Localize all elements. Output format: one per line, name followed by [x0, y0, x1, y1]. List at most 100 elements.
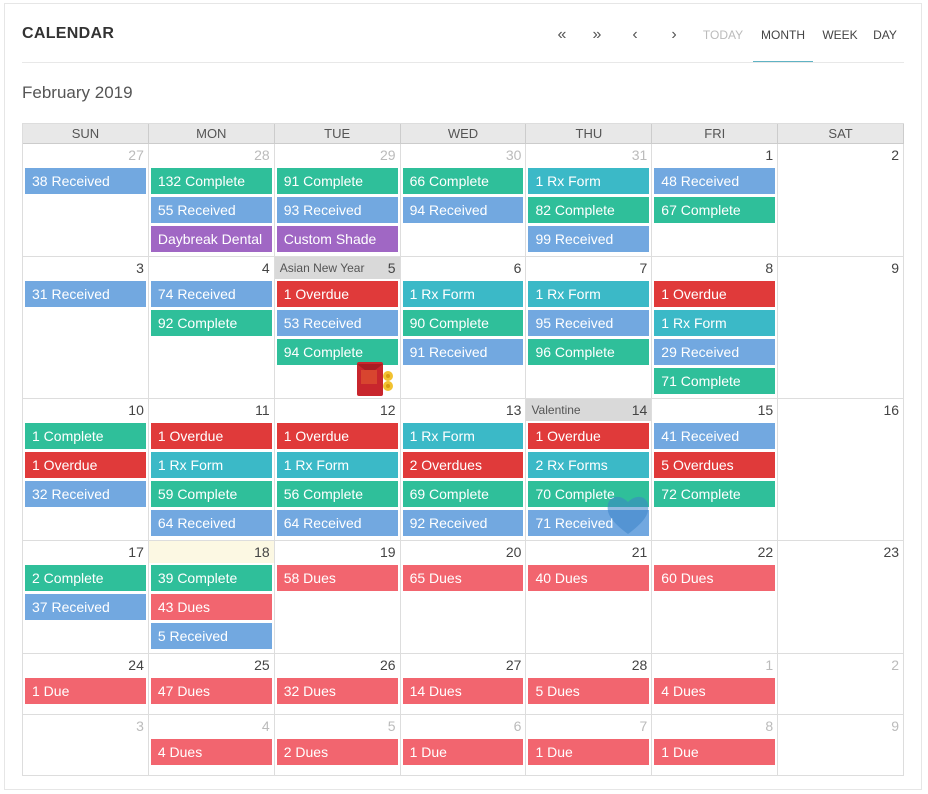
- day-number[interactable]: 31: [631, 147, 648, 163]
- calendar-event[interactable]: 66 Complete: [402, 168, 524, 194]
- day-cell[interactable]: 20 65 Dues: [400, 541, 527, 654]
- calendar-event[interactable]: 71 Complete: [654, 368, 776, 394]
- calendar-event[interactable]: 5 Received: [150, 623, 272, 649]
- calendar-event[interactable]: 1 Rx Form: [276, 452, 398, 478]
- calendar-event[interactable]: 1 Due: [528, 739, 650, 765]
- calendar-event[interactable]: 72 Complete: [654, 481, 776, 507]
- calendar-event[interactable]: 32 Received: [25, 481, 146, 507]
- day-number[interactable]: 27: [505, 657, 522, 673]
- day-cell[interactable]: 4 4 Dues: [148, 715, 275, 776]
- day-cell[interactable]: 5 2 Dues: [274, 715, 401, 776]
- day-cell[interactable]: 28 5 Dues: [526, 654, 653, 715]
- calendar-event[interactable]: 71 Received: [528, 510, 650, 536]
- calendar-event[interactable]: 32 Dues: [276, 678, 398, 704]
- day-number[interactable]: 9: [891, 260, 900, 276]
- day-cell[interactable]: 9: [778, 715, 905, 776]
- day-cell[interactable]: 1 4 Dues: [652, 654, 779, 715]
- calendar-event[interactable]: 2 Rx Forms: [528, 452, 650, 478]
- day-cell[interactable]: 3: [23, 715, 149, 776]
- today-button[interactable]: TODAY: [702, 28, 744, 42]
- calendar-event[interactable]: 1 Complete: [25, 423, 146, 449]
- calendar-event[interactable]: 1 Overdue: [528, 423, 650, 449]
- day-cell[interactable]: 25 47 Dues: [148, 654, 275, 715]
- calendar-event[interactable]: 132 Complete: [150, 168, 272, 194]
- day-number[interactable]: 7: [639, 260, 648, 276]
- calendar-event[interactable]: 1 Overdue: [150, 423, 272, 449]
- day-cell[interactable]: 2: [778, 654, 905, 715]
- calendar-event[interactable]: 64 Received: [150, 510, 272, 536]
- day-number[interactable]: 17: [128, 544, 144, 560]
- day-number[interactable]: 5: [387, 260, 396, 276]
- day-number[interactable]: 27: [128, 147, 144, 163]
- day-number[interactable]: 9: [891, 718, 900, 734]
- calendar-event[interactable]: 56 Complete: [276, 481, 398, 507]
- calendar-event[interactable]: 4 Dues: [654, 678, 776, 704]
- calendar-event[interactable]: 94 Received: [402, 197, 524, 223]
- day-number[interactable]: 5: [387, 718, 396, 734]
- day-number[interactable]: 2: [891, 147, 900, 163]
- day-cell[interactable]: 8 1 Due: [652, 715, 779, 776]
- calendar-event[interactable]: 14 Dues: [402, 678, 524, 704]
- calendar-event[interactable]: 2 Complete: [25, 565, 146, 591]
- day-cell[interactable]: 6 1 Due: [400, 715, 527, 776]
- tab-week[interactable]: WEEK: [822, 28, 858, 42]
- calendar-event[interactable]: 53 Received: [276, 310, 398, 336]
- day-number[interactable]: 24: [128, 657, 144, 673]
- calendar-event[interactable]: 92 Received: [402, 510, 524, 536]
- calendar-event[interactable]: 1 Overdue: [276, 281, 398, 307]
- day-cell[interactable]: 7 1 Due: [526, 715, 653, 776]
- day-number[interactable]: 10: [128, 402, 144, 418]
- day-number[interactable]: 3: [136, 718, 144, 734]
- day-cell[interactable]: Valentine 14 1 Overdue 2 Rx Forms 70 Complet…: [526, 399, 653, 541]
- day-number[interactable]: 1: [765, 147, 774, 163]
- calendar-event[interactable]: 96 Complete: [528, 339, 650, 365]
- calendar-event[interactable]: 1 Rx Form: [150, 452, 272, 478]
- day-cell[interactable]: 1 48 Received 67 Complete: [652, 144, 779, 257]
- day-cell[interactable]: 22 60 Dues: [652, 541, 779, 654]
- day-cell[interactable]: 3 31 Received: [23, 257, 149, 399]
- calendar-event[interactable]: 1 Due: [654, 739, 776, 765]
- calendar-event[interactable]: 91 Received: [402, 339, 524, 365]
- day-number[interactable]: 14: [631, 402, 648, 418]
- day-number[interactable]: 3: [136, 260, 144, 276]
- day-cell[interactable]: 2: [778, 144, 905, 257]
- calendar-event[interactable]: 2 Overdues: [402, 452, 524, 478]
- day-number[interactable]: 11: [255, 402, 270, 418]
- day-cell[interactable]: 16: [778, 399, 905, 541]
- prev-year-button[interactable]: «: [557, 26, 567, 43]
- day-cell[interactable]: 21 40 Dues: [526, 541, 653, 654]
- day-number[interactable]: 30: [505, 147, 522, 163]
- calendar-event[interactable]: 1 Due: [25, 678, 146, 704]
- day-number[interactable]: 29: [380, 147, 396, 163]
- calendar-event[interactable]: 1 Rx Form: [528, 168, 650, 194]
- day-number[interactable]: 21: [631, 544, 648, 560]
- day-cell[interactable]: 6 1 Rx Form 90 Complete 91 Received: [400, 257, 527, 399]
- calendar-event[interactable]: 1 Rx Form: [402, 281, 524, 307]
- calendar-event[interactable]: 99 Received: [528, 226, 650, 252]
- day-cell[interactable]: 10 1 Complete 1 Overdue 32 Received: [23, 399, 149, 541]
- day-number[interactable]: 23: [883, 544, 900, 560]
- day-cell[interactable]: 29 91 Complete 93 Received Custom Shade: [274, 144, 401, 257]
- calendar-event[interactable]: 41 Received: [654, 423, 776, 449]
- calendar-event[interactable]: 67 Complete: [654, 197, 776, 223]
- day-number[interactable]: 25: [254, 657, 270, 673]
- day-cell[interactable]: 19 58 Dues: [274, 541, 401, 654]
- calendar-event[interactable]: 1 Overdue: [25, 452, 146, 478]
- calendar-event[interactable]: 38 Received: [25, 168, 146, 194]
- calendar-event[interactable]: 2 Dues: [276, 739, 398, 765]
- day-cell[interactable]: 8 1 Overdue 1 Rx Form 29 Received 71 Complet…: [652, 257, 779, 399]
- calendar-event[interactable]: 70 Complete: [528, 481, 650, 507]
- day-cell[interactable]: 27 14 Dues: [400, 654, 527, 715]
- day-cell[interactable]: 27 38 Received: [23, 144, 149, 257]
- calendar-event[interactable]: 31 Received: [25, 281, 146, 307]
- day-cell[interactable]: 4 74 Received 92 Complete: [148, 257, 275, 399]
- calendar-event[interactable]: 47 Dues: [150, 678, 272, 704]
- calendar-event[interactable]: 95 Received: [528, 310, 650, 336]
- day-cell[interactable]: 13 1 Rx Form 2 Overdues 69 Complete 92 Recei…: [400, 399, 527, 541]
- day-number[interactable]: 26: [380, 657, 396, 673]
- tab-month[interactable]: MONTH: [753, 22, 813, 63]
- calendar-event[interactable]: 94 Complete: [276, 339, 398, 365]
- calendar-event[interactable]: 1 Rx Form: [528, 281, 650, 307]
- day-number[interactable]: 4: [261, 260, 270, 276]
- day-cell[interactable]: 28 132 Complete 55 Received Daybreak Dental: [148, 144, 275, 257]
